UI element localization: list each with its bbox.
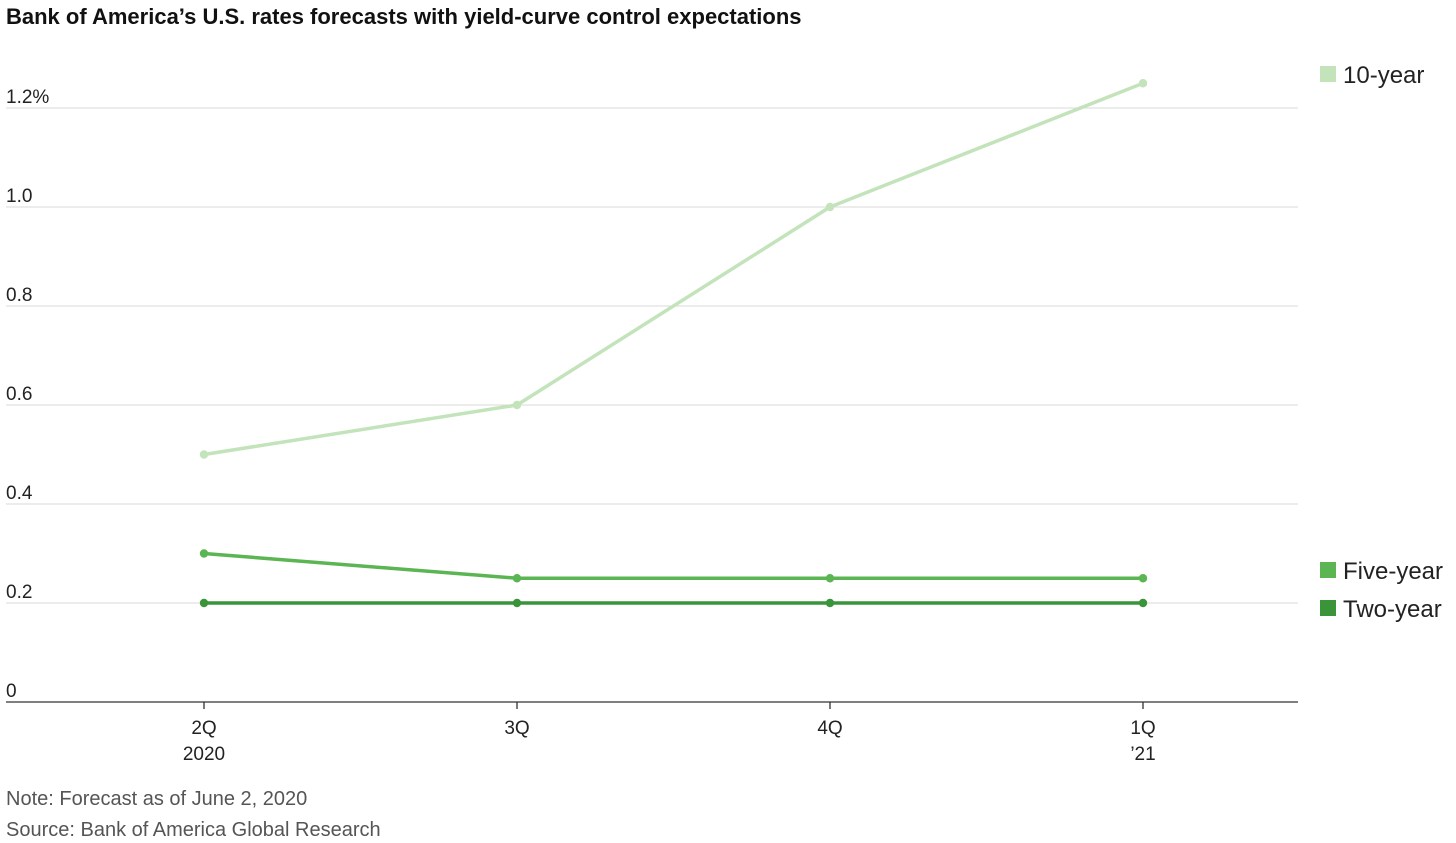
x-axis: 2Q 2020 3Q 4Q 1Q ’21 <box>183 702 1156 765</box>
y-tick-label: 0 <box>6 681 17 702</box>
data-point-two-year <box>825 598 835 608</box>
data-point-five-year <box>199 549 209 558</box>
y-tick-label: 1.0 <box>6 186 32 207</box>
chart-note: Note: Forecast as of June 2, 2020 <box>6 788 307 810</box>
data-point-two-year <box>199 598 209 608</box>
chart-title: Bank of America’s U.S. rates forecasts w… <box>6 4 802 29</box>
y-tick-label: 0.8 <box>6 285 32 306</box>
data-point-10-year <box>199 450 209 459</box>
data-point-two-year <box>512 598 522 608</box>
y-tick-label: 0.4 <box>6 483 33 504</box>
series-lines <box>199 79 1148 608</box>
data-point-five-year <box>1138 574 1148 583</box>
chart-source: Source: Bank of America Global Research <box>6 819 381 841</box>
legend-label-two-year: Two-year <box>1343 596 1442 623</box>
data-point-10-year <box>825 202 835 212</box>
x-tick-label: 3Q <box>504 718 529 739</box>
legend-swatch-10-year <box>1320 66 1336 82</box>
y-tick-label: 0.6 <box>6 384 32 405</box>
x-tick-sublabel: 2020 <box>183 744 225 765</box>
legend-swatch-five-year <box>1320 562 1336 578</box>
data-point-five-year <box>825 574 835 583</box>
y-tick-label: 1.2% <box>6 87 49 108</box>
series-line-five-year <box>202 551 1145 580</box>
x-tick-label: 2Q <box>191 718 216 739</box>
data-point-10-year <box>1138 79 1148 88</box>
y-tick-label: 0.2 <box>6 582 32 603</box>
x-tick-sublabel: ’21 <box>1130 744 1155 765</box>
x-tick-label: 4Q <box>817 718 842 739</box>
y-axis-tick-labels: 0 0.2 0.4 0.6 0.8 1.0 1.2% <box>6 87 49 702</box>
gridlines <box>6 107 1298 604</box>
series-line-10-year <box>202 81 1145 457</box>
data-point-two-year <box>1138 598 1148 608</box>
legend-swatch-two-year <box>1320 600 1336 616</box>
legend-label-10-year: 10-year <box>1343 62 1424 89</box>
x-tick-label: 1Q <box>1130 718 1155 739</box>
data-point-five-year <box>512 574 522 583</box>
legend-label-five-year: Five-year <box>1343 558 1443 585</box>
legend: 10-year Five-year Two-year <box>1320 62 1443 623</box>
data-point-10-year <box>512 400 522 410</box>
